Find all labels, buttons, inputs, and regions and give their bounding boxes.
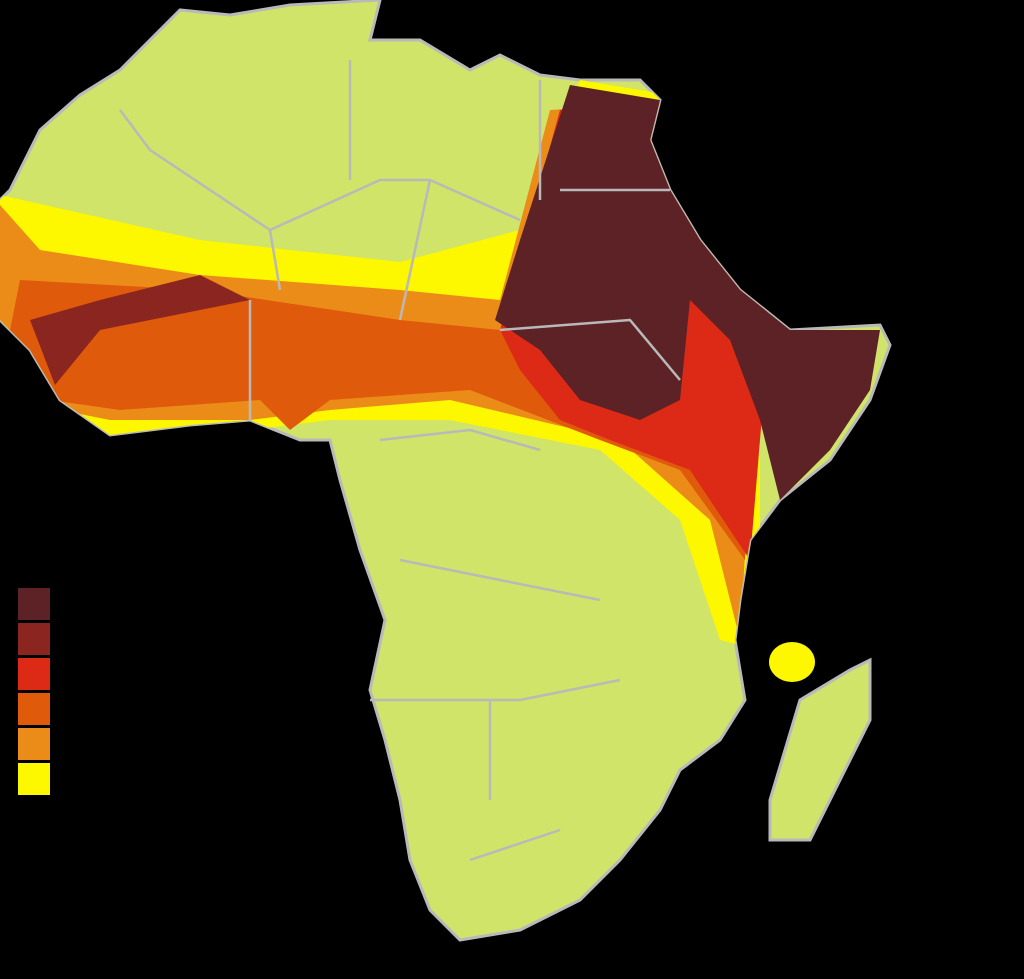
legend-swatch: [18, 623, 50, 655]
legend-swatch: [18, 693, 50, 725]
legend-swatch: [18, 763, 50, 795]
country-borders: [119, 60, 681, 862]
band-brown: [30, 275, 250, 385]
legend-swatch: [18, 658, 50, 690]
legend: [18, 588, 50, 795]
legend-swatch: [18, 728, 50, 760]
legend-swatch: [18, 588, 50, 620]
border-lines: [119, 60, 681, 862]
comoros-band: [769, 642, 815, 682]
madagascar: [768, 657, 872, 842]
